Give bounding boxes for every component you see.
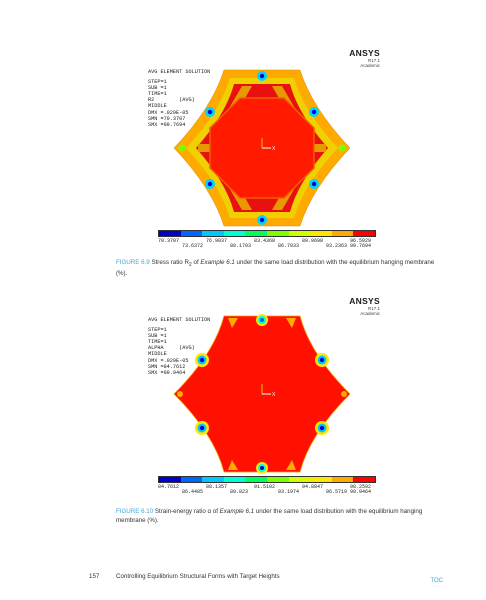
legend-swatch bbox=[159, 231, 181, 236]
solution-info-line: DMX =.029E-05 bbox=[148, 357, 189, 364]
legend-ticks: 70.3707 76.9037 83.4368 89.9698 96.5029 … bbox=[158, 237, 376, 249]
legend-swatch bbox=[288, 231, 311, 236]
legend-swatch bbox=[202, 231, 224, 236]
legend-tick: 70.3707 bbox=[158, 238, 180, 244]
toc-label: TOC bbox=[430, 578, 443, 584]
legend-swatch bbox=[353, 231, 375, 236]
axis-label: X bbox=[272, 392, 276, 398]
contour-plot: X bbox=[173, 69, 351, 227]
solution-info-line: STEP=1 bbox=[148, 78, 167, 85]
ansys-logo: ANSYS R17.1 Academic bbox=[349, 296, 380, 316]
legend-tick: 98.2592 bbox=[350, 484, 372, 490]
caption-example: Example 6.1 bbox=[200, 259, 235, 266]
legend-swatch bbox=[310, 477, 332, 482]
legend-tick: 76.9037 bbox=[206, 238, 228, 244]
caption-text: Strain-energy ratio α of bbox=[154, 508, 220, 515]
solution-info-line: SUB =1 bbox=[148, 84, 167, 91]
legend-swatch bbox=[331, 231, 354, 236]
running-title: Controlling Equilibrium Structural Forms… bbox=[116, 573, 280, 580]
legend-swatch bbox=[288, 477, 311, 482]
solution-info-line: SMX =99.9464 bbox=[148, 370, 186, 377]
legend-tick: 91.5102 bbox=[254, 484, 276, 490]
solution-info-line: AVG ELEMENT SOLUTION bbox=[148, 69, 211, 76]
solution-info-line: MIDDLE bbox=[148, 351, 167, 358]
figure-caption: FIGURE 6.10 Strain-energy ratio α of Exa… bbox=[116, 508, 446, 525]
legend-swatch bbox=[223, 231, 246, 236]
legend-swatch bbox=[266, 477, 289, 482]
legend-swatch bbox=[266, 231, 289, 236]
caption-example: Example 6.1 bbox=[219, 508, 255, 515]
axis-label: X bbox=[272, 146, 276, 152]
solution-info-line: AVG ELEMENT SOLUTION bbox=[148, 317, 211, 324]
figure-label: FIGURE 6.10 bbox=[116, 508, 154, 515]
legend-tick: 93.2363 bbox=[326, 243, 348, 249]
legend-tick: 80.1703 bbox=[230, 243, 252, 249]
legend-swatch bbox=[245, 231, 267, 236]
caption-text: Stress ratio R bbox=[151, 259, 189, 266]
legend-tick: 86.4485 bbox=[182, 489, 204, 495]
solution-info-line: STEP=1 bbox=[148, 326, 167, 333]
legend-swatch bbox=[331, 477, 354, 482]
ansys-logo: ANSYS R17.1 Academic bbox=[349, 48, 380, 68]
legend-swatch bbox=[223, 477, 246, 482]
legend-swatch bbox=[202, 477, 224, 482]
legend-swatch bbox=[353, 477, 375, 482]
legend-tick: 86.7033 bbox=[278, 243, 300, 249]
figure-label: FIGURE 6.9 bbox=[116, 259, 150, 266]
legend-tick: 93.1974 bbox=[278, 489, 300, 495]
toc-dots: ..... bbox=[432, 583, 441, 588]
solution-info-line: R2 (AVG) bbox=[148, 97, 195, 104]
legend-tick: 83.4368 bbox=[254, 238, 276, 244]
caption-subscript: 2 bbox=[188, 262, 192, 269]
solution-info-line: MIDDLE bbox=[148, 103, 167, 110]
legend-tick: 96.5029 bbox=[350, 238, 372, 244]
legend-ticks: 84.7612 88.1357 91.5102 94.8847 98.2592 … bbox=[158, 483, 376, 495]
legend-tick: 96.5719 bbox=[326, 489, 348, 495]
legend-swatch bbox=[159, 477, 181, 482]
legend-tick: 99.9464 bbox=[350, 489, 372, 495]
solution-info-line: TIME=1 bbox=[148, 339, 167, 346]
color-legend: 70.3707 76.9037 83.4368 89.9698 96.5029 … bbox=[158, 230, 376, 249]
solution-info-line: DMX =.029E-05 bbox=[148, 109, 189, 116]
legend-bar bbox=[158, 230, 376, 237]
figure-caption: FIGURE 6.9 Stress ratio R2 of Example 6.… bbox=[116, 259, 446, 278]
solution-info: AVG ELEMENT SOLUTION STEP=1 SUB =1 TIME=1… bbox=[148, 57, 210, 128]
legend-swatch bbox=[180, 231, 203, 236]
legend-bar bbox=[158, 476, 376, 483]
legend-tick: 88.1357 bbox=[206, 484, 228, 490]
caption-text: of bbox=[191, 259, 201, 266]
legend-swatch bbox=[180, 477, 203, 482]
solution-info-line: SMX =99.7694 bbox=[148, 122, 186, 129]
legend-tick: 99.7694 bbox=[350, 243, 372, 249]
legend-tick: 94.8847 bbox=[302, 484, 324, 490]
legend-swatch bbox=[245, 477, 267, 482]
color-legend: 84.7612 88.1357 91.5102 94.8847 98.2592 … bbox=[158, 476, 376, 495]
solution-info-line: SMN =84.7612 bbox=[148, 363, 186, 370]
legend-tick: 84.7612 bbox=[158, 484, 180, 490]
solution-info-line: SMN =70.3707 bbox=[148, 115, 186, 122]
solution-info-line: TIME=1 bbox=[148, 91, 167, 98]
toc-link[interactable]: TOC ..... bbox=[430, 578, 443, 588]
solution-info-line: ALPHA (AVG) bbox=[148, 345, 195, 352]
solution-info: AVG ELEMENT SOLUTION STEP=1 SUB =1 TIME=1… bbox=[148, 305, 210, 376]
figure-6-10: ANSYS R17.1 Academic AVG ELEMENT SOLUTIO… bbox=[148, 296, 380, 502]
legend-tick: 73.6372 bbox=[182, 243, 204, 249]
caption-text: under the same load distribution with th… bbox=[116, 508, 423, 524]
caption-text: under the same load distribution with th… bbox=[116, 259, 435, 277]
page-number: 157 bbox=[89, 573, 100, 580]
legend-swatch bbox=[310, 231, 332, 236]
legend-tick: 89.823 bbox=[230, 489, 249, 495]
solution-info-line: SUB =1 bbox=[148, 332, 167, 339]
contour-plot: X bbox=[173, 314, 351, 474]
figure-6-9: ANSYS R17.1 Academic AVG ELEMENT SOLUTIO… bbox=[148, 48, 380, 256]
legend-tick: 89.9698 bbox=[302, 238, 324, 244]
